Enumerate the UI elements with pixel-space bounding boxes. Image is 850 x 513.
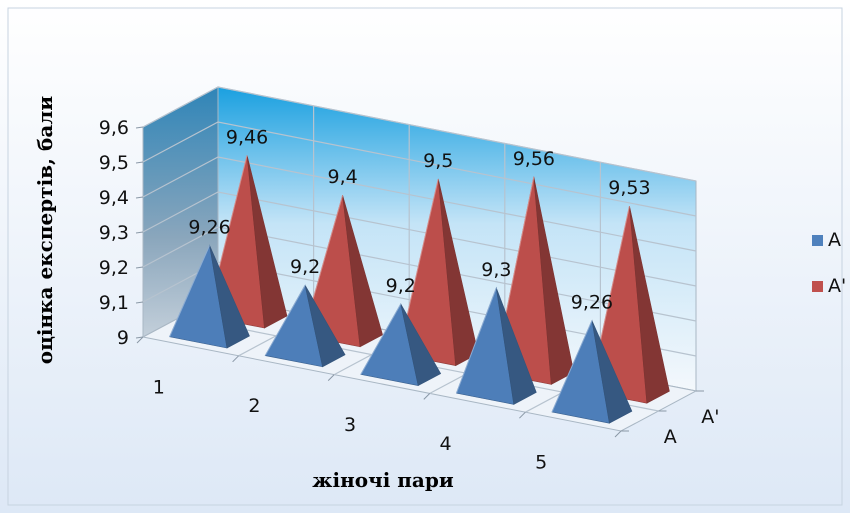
y-tick-label: 9,2 (99, 257, 129, 279)
y-tick-label: 9,4 (99, 187, 129, 209)
gridline (142, 86, 697, 182)
pyramid-Aprime-3: 9,5 (397, 150, 479, 367)
y-tick-mark (135, 126, 144, 129)
legend-label: A' (828, 275, 846, 297)
pyramid-face-side (400, 303, 442, 387)
data-label: 9,26 (188, 216, 230, 238)
data-label: 9,26 (571, 292, 613, 314)
pyramid-A-5: 9,26 (551, 292, 633, 424)
y-tick-label: 9,1 (99, 292, 129, 314)
x-tick-label: 4 (440, 433, 452, 455)
pyramid-A-4: 9,3 (455, 259, 537, 405)
y-tick-label: 9,6 (99, 117, 129, 139)
x-tick-mark (136, 336, 144, 344)
x-tick-mark (327, 374, 335, 381)
x-tick-label: 3 (344, 414, 356, 436)
pyramid-face-side (438, 178, 479, 367)
gridline (142, 121, 697, 217)
depth-axis-ticks: A A' (621, 390, 719, 448)
pyramid-face-side (629, 206, 670, 404)
pyramid-face-side (342, 195, 383, 348)
data-label: 9,5 (423, 150, 453, 172)
pyramid-highlight (264, 284, 306, 356)
pyramid-highlight (551, 320, 593, 413)
data-label: 9,4 (328, 166, 358, 188)
pyramid-face-side (533, 176, 575, 385)
pyramid-face-side (246, 155, 288, 329)
pyramid-face-side (304, 285, 346, 368)
y-tick-label: 9,5 (99, 152, 129, 174)
x-axis-ticks: 1 2 3 4 5 (136, 336, 622, 474)
legend-swatch (812, 235, 823, 246)
y-tick-mark (135, 231, 144, 234)
x-tick-label: 5 (535, 452, 547, 474)
y-tick-mark (135, 266, 144, 269)
pyramid-face-side (591, 320, 633, 424)
data-label: 9,3 (481, 259, 511, 281)
data-label: 9,46 (226, 126, 268, 148)
x-tick-mark (519, 411, 526, 419)
data-label: 9,53 (608, 177, 650, 199)
y-tick-mark (135, 161, 144, 164)
data-label: 9,56 (513, 148, 555, 170)
depth-tick-label: A' (701, 406, 719, 428)
chart-border (7, 7, 843, 506)
pyramid-A-2: 9,2 (264, 256, 346, 368)
x-tick-mark (614, 430, 622, 438)
y-tick-label: 9,3 (99, 222, 129, 244)
data-label: 9,2 (386, 275, 416, 297)
pyramid-highlight (455, 287, 497, 394)
pyramid-face-side (496, 287, 537, 405)
depth-tick-label: A (664, 426, 677, 448)
y-tick-mark (135, 336, 144, 339)
legend-label: A (828, 229, 841, 251)
legend: A A' (812, 229, 846, 297)
legend-swatch (812, 281, 823, 292)
x-tick-mark (232, 355, 239, 363)
x-tick-mark (423, 393, 431, 400)
y-tick-label: 9 (117, 327, 129, 349)
y-axis-title: оцінка експертів, бали (33, 96, 57, 365)
pyramid-A-1: 9,26 (169, 216, 250, 349)
data-label: 9,2 (290, 256, 320, 278)
y-axis-ticks: 9 9,1 9,2 9,3 9,4 9,5 9,6 (99, 117, 144, 349)
y-tick-mark (135, 196, 144, 199)
series-marks: 9,46 9,4 9,5 9,56 9,53 9,26 9,2 9,2 9,3 9,26 (169, 126, 670, 424)
pyramid-highlight (360, 303, 402, 375)
pyramid-face-side (209, 245, 250, 349)
y-tick-mark (135, 301, 144, 304)
x-axis-title: жіночі пари (312, 468, 454, 492)
x-tick-label: 1 (153, 376, 165, 398)
pyramid-A-3: 9,2 (360, 275, 442, 387)
x-tick-label: 2 (248, 395, 260, 417)
pyramid-highlight (169, 245, 211, 337)
